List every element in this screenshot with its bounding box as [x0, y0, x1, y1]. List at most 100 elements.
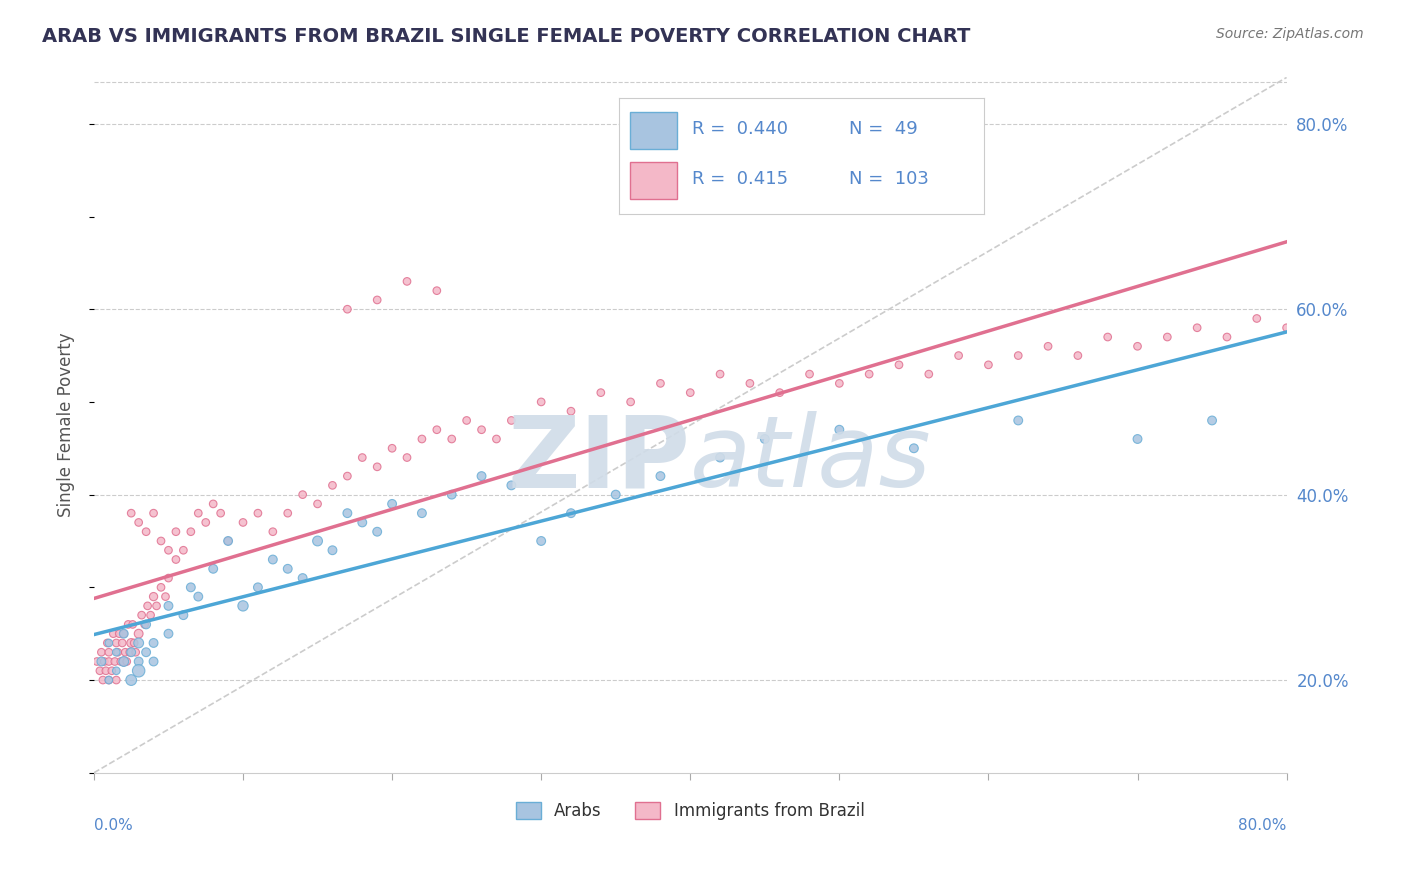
Point	[135, 524, 157, 539]
Point	[105, 645, 128, 659]
Point	[589, 385, 612, 400]
Point	[93, 655, 115, 669]
Point	[115, 655, 138, 669]
Point	[501, 478, 523, 492]
Text: 0.0%: 0.0%	[94, 818, 132, 833]
Point	[118, 645, 141, 659]
Point	[769, 385, 792, 400]
Point	[104, 655, 127, 669]
Point	[121, 617, 143, 632]
Point	[336, 506, 359, 520]
Text: atlas: atlas	[690, 411, 932, 508]
Point	[165, 552, 187, 566]
Point	[470, 469, 492, 483]
Point	[352, 516, 374, 530]
Point	[112, 626, 135, 640]
Point	[101, 664, 124, 678]
Point	[336, 469, 359, 483]
Text: Source: ZipAtlas.com: Source: ZipAtlas.com	[1216, 27, 1364, 41]
Point	[352, 450, 374, 465]
Point	[112, 626, 135, 640]
Point	[90, 645, 112, 659]
Point	[1275, 320, 1298, 334]
Point	[105, 673, 128, 687]
Point	[560, 404, 582, 418]
Point	[194, 516, 217, 530]
Point	[128, 516, 150, 530]
Point	[485, 432, 508, 446]
Point	[262, 552, 284, 566]
Point	[381, 497, 404, 511]
Point	[246, 580, 269, 594]
Point	[501, 413, 523, 427]
Point	[366, 459, 388, 474]
Point	[117, 617, 139, 632]
Point	[858, 367, 880, 381]
Point	[157, 626, 180, 640]
Point	[307, 497, 329, 511]
Point	[1156, 330, 1178, 344]
Point	[122, 636, 145, 650]
Point	[142, 636, 165, 650]
Point	[291, 488, 314, 502]
Point	[754, 432, 776, 446]
Point	[440, 488, 463, 502]
Point	[679, 385, 702, 400]
Text: N =  103: N = 103	[849, 170, 929, 188]
Point	[142, 590, 165, 604]
Point	[620, 395, 643, 409]
Point	[97, 645, 120, 659]
Point	[411, 506, 433, 520]
Point	[1216, 330, 1239, 344]
Point	[120, 645, 142, 659]
Point	[395, 274, 418, 288]
Point	[277, 506, 299, 520]
Point	[395, 450, 418, 465]
Text: 80.0%: 80.0%	[1239, 818, 1286, 833]
Point	[217, 533, 239, 548]
Point	[1201, 413, 1223, 427]
Point	[180, 580, 202, 594]
Point	[150, 580, 173, 594]
Point	[1185, 320, 1208, 334]
Point	[291, 571, 314, 585]
Point	[107, 645, 129, 659]
Point	[128, 636, 150, 650]
FancyBboxPatch shape	[630, 162, 678, 199]
Point	[172, 543, 194, 558]
Text: N =  49: N = 49	[849, 120, 918, 138]
Point	[1126, 339, 1149, 353]
Point	[381, 442, 404, 456]
Y-axis label: Single Female Poverty: Single Female Poverty	[58, 333, 75, 517]
Point	[650, 469, 672, 483]
Point	[246, 506, 269, 520]
Point	[142, 655, 165, 669]
Point	[89, 664, 111, 678]
Point	[709, 450, 731, 465]
Point	[456, 413, 478, 427]
Text: ARAB VS IMMIGRANTS FROM BRAZIL SINGLE FEMALE POVERTY CORRELATION CHART: ARAB VS IMMIGRANTS FROM BRAZIL SINGLE FE…	[42, 27, 970, 45]
Point	[426, 423, 449, 437]
Legend: Arabs, Immigrants from Brazil: Arabs, Immigrants from Brazil	[509, 796, 872, 827]
Point	[139, 608, 162, 623]
Point	[1007, 349, 1029, 363]
Point	[142, 506, 165, 520]
Point	[86, 655, 108, 669]
Point	[128, 664, 150, 678]
Point	[90, 655, 112, 669]
Point	[366, 293, 388, 307]
Point	[128, 655, 150, 669]
Point	[232, 599, 254, 613]
Point	[262, 524, 284, 539]
Point	[112, 655, 135, 669]
Point	[202, 562, 225, 576]
Point	[124, 645, 146, 659]
Point	[426, 284, 449, 298]
Point	[94, 664, 117, 678]
Point	[1067, 349, 1090, 363]
Point	[321, 478, 343, 492]
Point	[135, 617, 157, 632]
Point	[336, 302, 359, 317]
Point	[828, 376, 851, 391]
Point	[180, 524, 202, 539]
